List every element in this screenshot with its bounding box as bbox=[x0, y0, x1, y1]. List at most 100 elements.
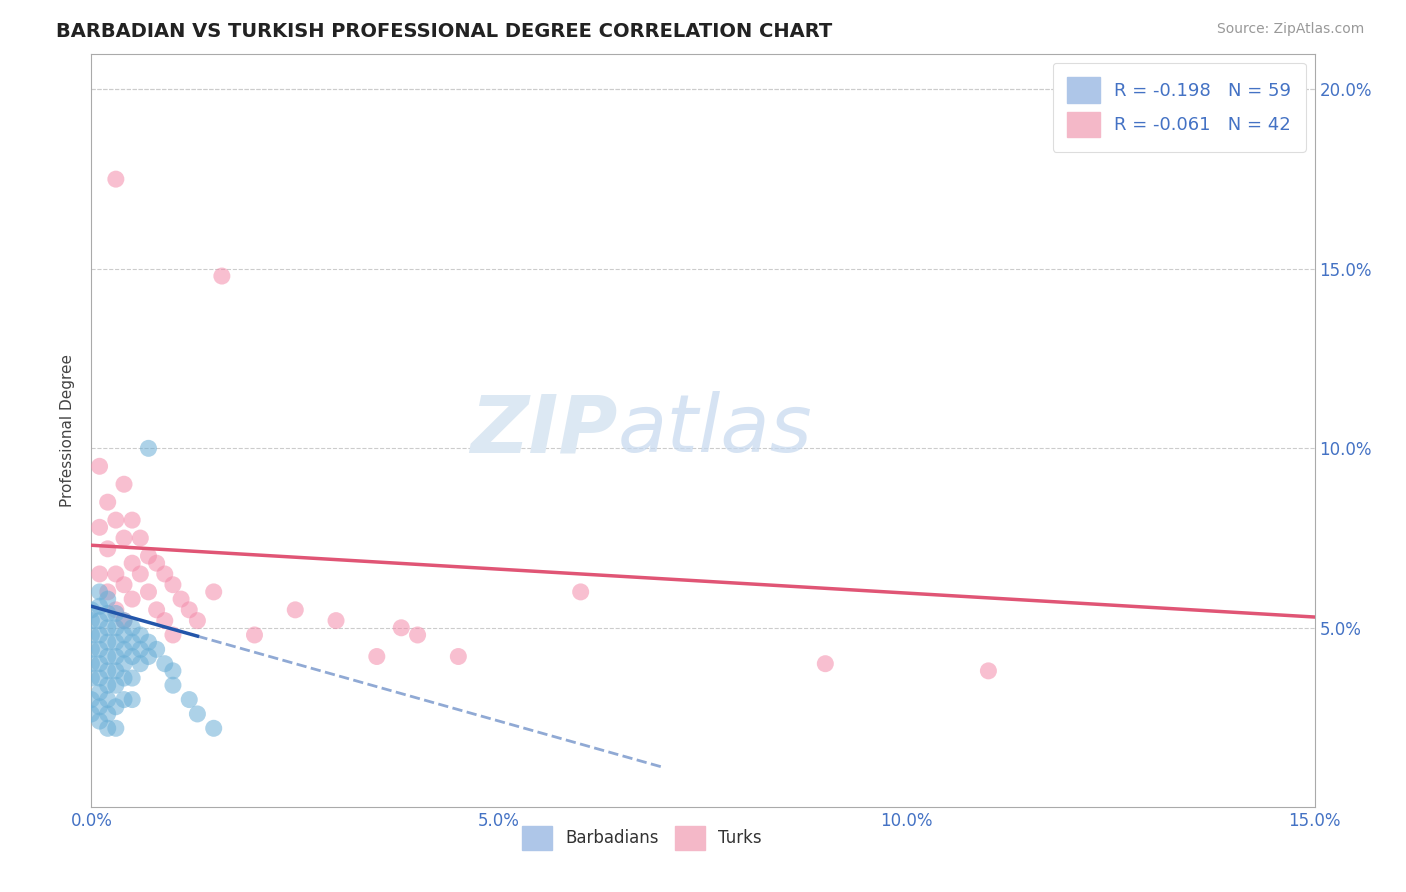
Point bbox=[447, 649, 470, 664]
Point bbox=[112, 671, 135, 685]
Point bbox=[121, 621, 143, 635]
Point bbox=[112, 614, 135, 628]
Point bbox=[97, 706, 120, 721]
Point bbox=[202, 721, 225, 735]
Point bbox=[145, 556, 167, 570]
Point bbox=[89, 585, 111, 599]
Point bbox=[145, 642, 167, 657]
Point bbox=[138, 585, 160, 599]
Point bbox=[104, 172, 127, 186]
Text: ZIP: ZIP bbox=[470, 392, 617, 469]
Point bbox=[104, 635, 127, 649]
Point bbox=[121, 513, 143, 527]
Point bbox=[104, 603, 127, 617]
Point bbox=[89, 699, 111, 714]
Point bbox=[104, 699, 127, 714]
Point bbox=[121, 692, 143, 706]
Point bbox=[89, 628, 111, 642]
Point bbox=[170, 592, 193, 607]
Point bbox=[129, 531, 152, 545]
Point bbox=[104, 721, 127, 735]
Point bbox=[153, 566, 176, 581]
Point bbox=[112, 477, 135, 491]
Point bbox=[89, 714, 111, 728]
Point bbox=[97, 721, 120, 735]
Point bbox=[138, 635, 160, 649]
Point bbox=[97, 585, 120, 599]
Point bbox=[89, 566, 111, 581]
Point bbox=[89, 671, 111, 685]
Point bbox=[211, 268, 233, 283]
Point bbox=[89, 459, 111, 474]
Point bbox=[112, 628, 135, 642]
Text: atlas: atlas bbox=[617, 392, 813, 469]
Point bbox=[97, 649, 120, 664]
Point bbox=[162, 678, 184, 692]
Point bbox=[89, 599, 111, 614]
Point bbox=[89, 642, 111, 657]
Point bbox=[121, 592, 143, 607]
Point bbox=[814, 657, 837, 671]
Text: Source: ZipAtlas.com: Source: ZipAtlas.com bbox=[1216, 22, 1364, 37]
Point bbox=[89, 657, 111, 671]
Point bbox=[97, 664, 120, 678]
Point bbox=[112, 657, 135, 671]
Point bbox=[97, 495, 120, 509]
Point bbox=[179, 603, 201, 617]
Point bbox=[129, 566, 152, 581]
Point bbox=[138, 549, 160, 563]
Point bbox=[977, 664, 1000, 678]
Point bbox=[97, 692, 120, 706]
Point bbox=[153, 657, 176, 671]
Point bbox=[325, 614, 347, 628]
Y-axis label: Professional Degree: Professional Degree bbox=[60, 354, 76, 507]
Point bbox=[121, 671, 143, 685]
Point bbox=[366, 649, 388, 664]
Point bbox=[389, 621, 412, 635]
Point bbox=[97, 635, 120, 649]
Point bbox=[80, 603, 103, 617]
Point bbox=[112, 614, 135, 628]
Point bbox=[112, 642, 135, 657]
Point bbox=[145, 603, 167, 617]
Point bbox=[162, 578, 184, 592]
Point bbox=[284, 603, 307, 617]
Point bbox=[89, 685, 111, 699]
Point bbox=[179, 692, 201, 706]
Point bbox=[186, 614, 208, 628]
Point bbox=[121, 635, 143, 649]
Point bbox=[406, 628, 429, 642]
Point bbox=[104, 678, 127, 692]
Point bbox=[97, 621, 120, 635]
Point bbox=[97, 607, 120, 621]
Point bbox=[569, 585, 592, 599]
Point bbox=[243, 628, 266, 642]
Point bbox=[121, 556, 143, 570]
Point bbox=[129, 657, 152, 671]
Point bbox=[89, 520, 111, 534]
Point bbox=[138, 649, 160, 664]
Point bbox=[129, 642, 152, 657]
Point bbox=[104, 513, 127, 527]
Point bbox=[121, 649, 143, 664]
Point bbox=[162, 664, 184, 678]
Point bbox=[80, 628, 103, 642]
Point bbox=[153, 614, 176, 628]
Point bbox=[104, 649, 127, 664]
Point bbox=[80, 657, 103, 671]
Point bbox=[80, 642, 103, 657]
Point bbox=[104, 566, 127, 581]
Point bbox=[138, 442, 160, 456]
Point bbox=[129, 628, 152, 642]
Point bbox=[112, 692, 135, 706]
Point bbox=[186, 706, 208, 721]
Legend: Barbadians, Turks: Barbadians, Turks bbox=[509, 813, 775, 863]
Point bbox=[97, 541, 120, 556]
Point bbox=[97, 592, 120, 607]
Point bbox=[104, 607, 127, 621]
Point bbox=[202, 585, 225, 599]
Text: BARBADIAN VS TURKISH PROFESSIONAL DEGREE CORRELATION CHART: BARBADIAN VS TURKISH PROFESSIONAL DEGREE… bbox=[56, 22, 832, 41]
Point bbox=[80, 671, 103, 685]
Point bbox=[89, 614, 111, 628]
Point bbox=[112, 531, 135, 545]
